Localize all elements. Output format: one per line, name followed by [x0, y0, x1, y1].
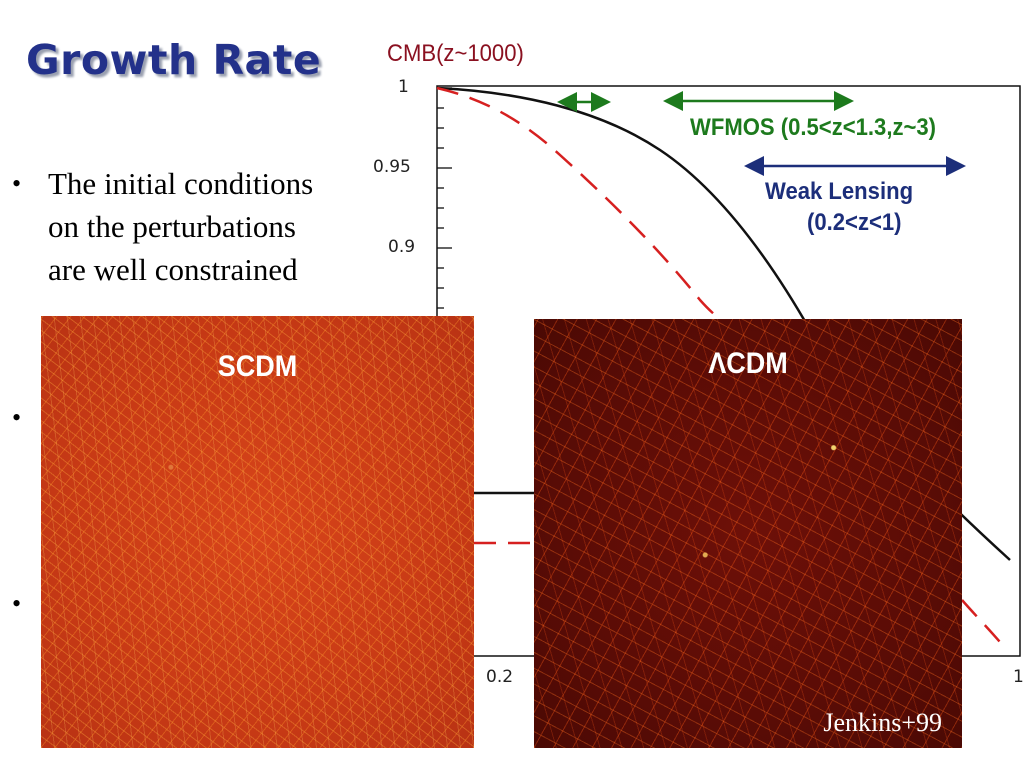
x-tick-label: 0.2 — [486, 667, 514, 687]
dashed-curve-tail — [961, 599, 1006, 649]
scdm-simulation-image: SCDM — [41, 316, 474, 748]
bullet-marker: • — [12, 403, 22, 432]
y-tick-label: 0.9 — [388, 237, 416, 257]
image-credit: Jenkins+99 — [823, 708, 942, 737]
weak-lensing-annotation: Weak Lensing — [765, 178, 914, 205]
x-tick-label: 1 — [1013, 667, 1024, 687]
y-tick-label: 1 — [398, 77, 409, 97]
bullet-marker: • — [12, 589, 22, 618]
slide-title: Growth Rate — [26, 36, 322, 84]
y-axis-ticks — [437, 87, 452, 309]
bullet-marker: • — [12, 169, 22, 198]
lcdm-label: ΛCDM — [708, 347, 788, 380]
cmb-annotation: CMB(z~1000) — [387, 40, 524, 67]
weak-lensing-range: (0.2<z<1) — [807, 209, 902, 236]
y-tick-label: 0.95 — [373, 157, 411, 177]
wfmos-annotation: WFMOS (0.5<z<1.3,z~3) — [690, 114, 937, 141]
bullet-text: The initial conditions on the perturbati… — [48, 166, 314, 287]
scdm-label: SCDM — [217, 350, 298, 383]
lcdm-simulation-image: ΛCDM Jenkins+99 — [534, 319, 962, 748]
